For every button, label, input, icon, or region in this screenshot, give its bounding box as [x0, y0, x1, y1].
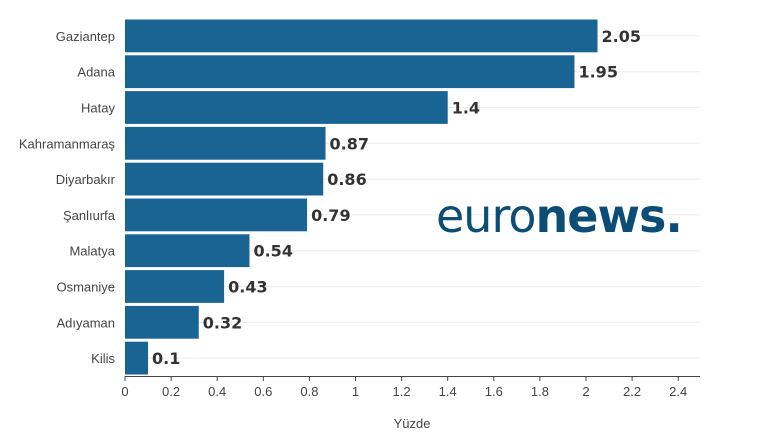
x-tick-label: 2.4	[669, 384, 687, 399]
x-tick-label: 0.8	[300, 384, 318, 399]
x-tick-label: 0.4	[208, 384, 226, 399]
x-tick-label: 0	[121, 384, 128, 399]
bars	[125, 19, 598, 375]
value-labels: 2.05 1.95 1.4 0.87 0.86 0.79 0.54 0.43 0.32 0.1	[152, 27, 641, 368]
bar-4	[125, 162, 324, 196]
bar-1	[125, 55, 575, 89]
category-label: Adıyaman	[56, 315, 115, 330]
value-label: 0.87	[330, 134, 369, 153]
category-labels: Gaziantep Adana Hatay Kahramanmaraş Diyarbak…	[19, 29, 116, 366]
category-label: Gaziantep	[56, 29, 115, 44]
bar-9	[125, 341, 149, 375]
value-label: 0.1	[152, 349, 180, 368]
value-label: 1.4	[452, 99, 480, 118]
x-axis-title: Yüzde	[394, 416, 431, 431]
category-label: Malatya	[69, 244, 115, 259]
x-tick-label: 1	[352, 384, 359, 399]
logo-part-news: news.	[536, 189, 682, 243]
x-tick-label: 1.2	[393, 384, 411, 399]
bar-2	[125, 91, 448, 124]
value-label: 0.86	[327, 170, 366, 189]
value-label: 0.43	[228, 278, 267, 297]
bar-3	[125, 126, 326, 160]
category-label: Hatay	[81, 101, 115, 116]
value-label: 0.54	[253, 242, 292, 261]
category-label: Osmaniye	[56, 280, 115, 295]
bar-8	[125, 305, 199, 339]
x-tick-label: 2.2	[623, 384, 641, 399]
category-label: Kahramanmaraş	[19, 136, 116, 151]
x-axis: 0 0.2 0.4 0.6 0.8 1 1.2 1.4 1.6 1.8 2 2.2 2.4	[121, 376, 700, 399]
logo-text: euronews.	[436, 189, 682, 243]
value-label: 0.32	[203, 313, 242, 332]
category-label: Şanlıurfa	[63, 208, 116, 223]
value-label: 2.05	[602, 27, 641, 46]
bar-6	[125, 234, 250, 268]
category-label: Kilis	[91, 351, 115, 366]
x-tick-label: 1.8	[531, 384, 549, 399]
category-label: Adana	[77, 65, 115, 80]
bar-7	[125, 270, 225, 303]
x-tick-label: 1.6	[485, 384, 503, 399]
value-label: 1.95	[578, 63, 617, 82]
bar-0	[125, 19, 598, 53]
x-tick-label: 0.2	[162, 384, 180, 399]
x-tick-label: 0.6	[254, 384, 272, 399]
bar-5	[125, 198, 308, 232]
category-label: Diyarbakır	[56, 172, 116, 187]
x-tick-label: 2	[582, 384, 589, 399]
value-label: 0.79	[311, 206, 350, 225]
logo-part-euro: euro	[436, 189, 536, 243]
euronews-logo: euronews.	[436, 189, 683, 243]
x-tick-label: 1.4	[439, 384, 457, 399]
